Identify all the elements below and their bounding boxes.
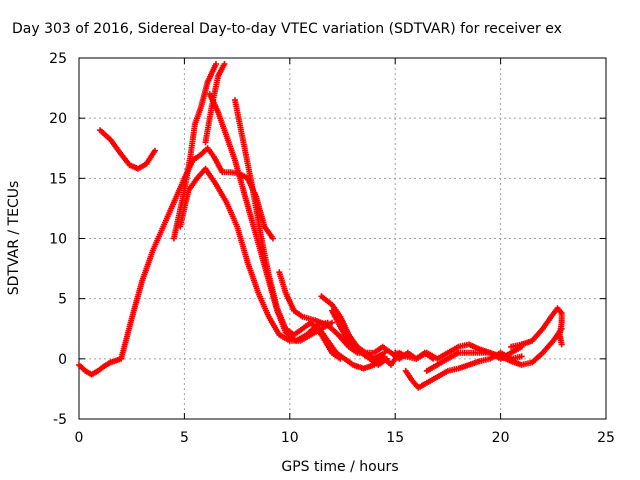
x-tick-label: 0 [75,430,84,446]
chart-title: Day 303 of 2016, Sidereal Day-to-day VTE… [12,21,562,37]
series-track-c [170,61,219,242]
y-tick-label: 0 [58,352,67,368]
data-series [76,61,565,391]
series-markers [508,305,565,350]
x-tick-label: 10 [281,430,299,446]
y-tick-label: 20 [49,111,67,127]
series-markers [206,91,331,344]
series-markers [170,61,219,242]
x-tick-label: 15 [386,430,404,446]
y-tick-label: 25 [49,51,67,67]
series-track-a [97,127,158,172]
y-axis-label: SDTVAR / TECUs [6,181,22,296]
series-markers [97,127,158,172]
x-tick-label: 5 [180,430,189,446]
y-tick-label: 5 [58,292,67,308]
y-tick-label: -5 [53,412,67,428]
axis-ticks: 0 5 10 15 20 25 -5 0 5 10 15 20 25 [49,51,615,446]
series-track-n [423,325,565,374]
series-markers [423,325,565,374]
series-track-k [329,307,390,368]
series-track-o [508,305,565,350]
y-tick-label: 10 [49,232,67,248]
x-tick-label: 20 [492,430,510,446]
x-tick-label: 25 [597,430,615,446]
series-markers [329,307,390,368]
y-tick-label: 15 [49,171,67,187]
series-track-f [206,91,331,344]
x-axis-label: GPS time / hours [281,459,398,475]
